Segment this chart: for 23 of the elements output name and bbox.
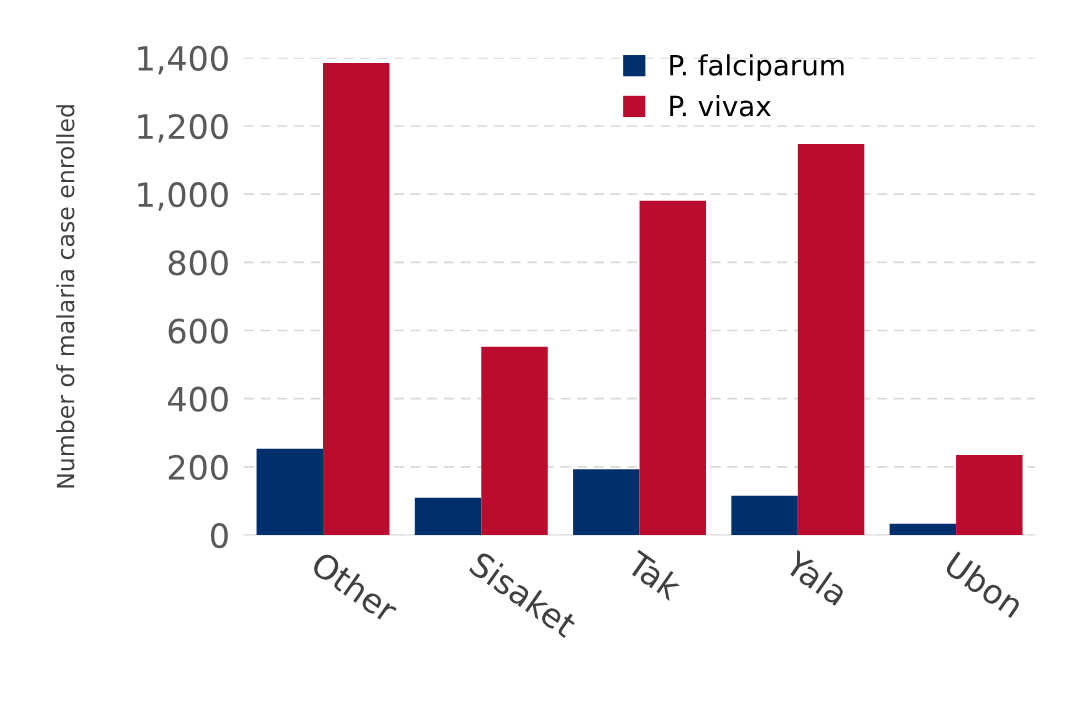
legend-label: P. falciparum	[670, 54, 844, 82]
legend-label: P. vivax	[670, 94, 771, 117]
bar	[731, 495, 798, 536]
bar	[889, 523, 957, 536]
bar	[481, 346, 548, 536]
y-axis-title: Number of malaria case enrolled	[56, 105, 75, 488]
bar	[797, 144, 865, 536]
y-tick-label: 800	[168, 250, 228, 276]
bar	[323, 62, 390, 536]
bar	[256, 448, 324, 536]
y-tick-label: 0	[211, 522, 228, 549]
bar	[573, 469, 640, 536]
y-tick-label: 1,200	[138, 113, 228, 143]
x-tick-label: Yala	[782, 548, 850, 607]
bar	[414, 497, 482, 536]
x-tick-label: Tak	[624, 548, 685, 602]
bar	[639, 200, 707, 536]
y-tick-label: 400	[168, 386, 228, 412]
y-tick-label: 200	[168, 454, 228, 480]
y-tick-label: 1,000	[138, 182, 228, 211]
y-tick-label: 1,400	[138, 45, 228, 75]
y-tick-label: 600	[168, 318, 228, 344]
bar	[956, 454, 1023, 536]
